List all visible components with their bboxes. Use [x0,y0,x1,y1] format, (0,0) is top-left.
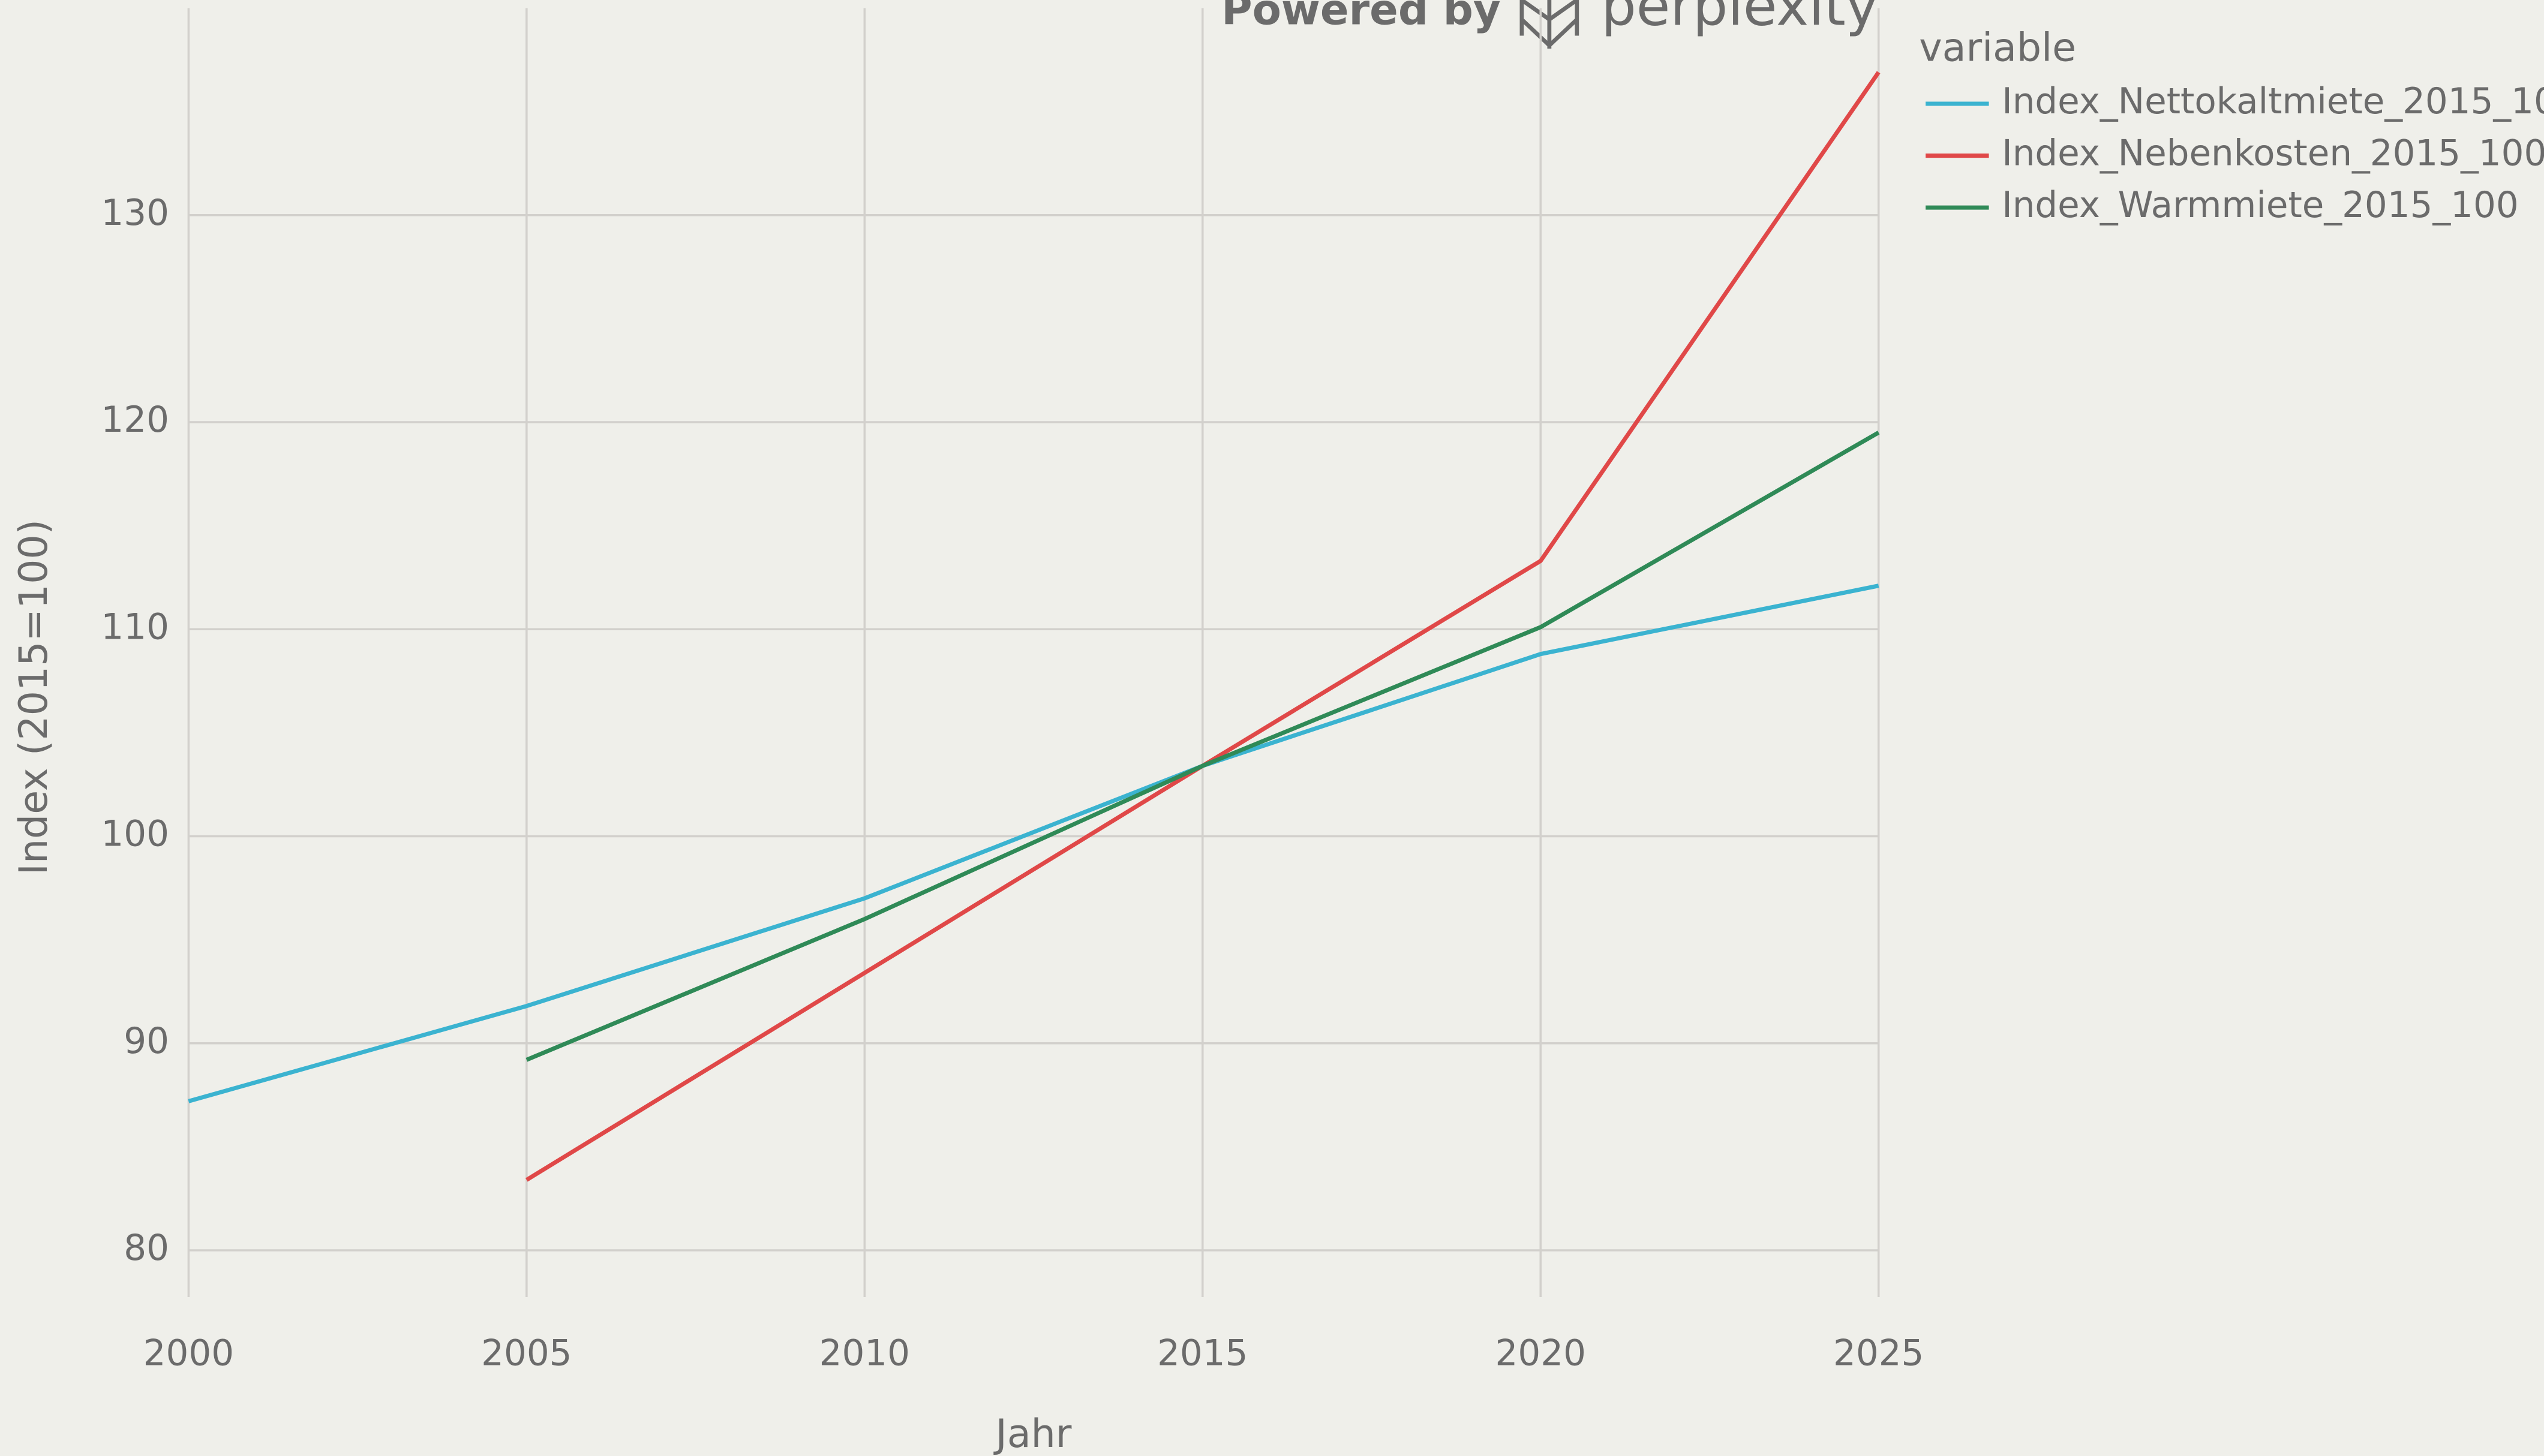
series-line [525,431,1880,1062]
x-tick-label: 2010 [819,1332,910,1374]
y-tick-label: 110 [101,606,169,648]
x-tick-label: 2005 [481,1332,572,1374]
legend-label: Index_Nettokaltmiete_2015_100 [2002,81,2544,122]
watermark-logo [1519,0,1579,49]
x-axis-title: Jahr [993,1412,1072,1456]
x-tick-label: 2000 [143,1332,234,1374]
y-tick-label: 130 [101,192,169,234]
series-line [188,583,1879,1103]
y-tick-label: 120 [101,399,169,441]
y-tick-label: 80 [124,1228,169,1269]
watermark-brand: perplexity [1601,0,1878,38]
y-tick-label: 100 [101,814,169,855]
x-tick-label: 2020 [1495,1332,1586,1374]
x-tick-label: 2025 [1833,1332,1924,1374]
legend-title: variable [1919,25,2076,70]
legend-label: Index_Warmmiete_2015_100 [2002,185,2518,226]
y-axis-title: Index (2015=100) [11,519,56,875]
watermark-label: Powered by [1221,0,1501,35]
y-tick-label: 90 [124,1021,169,1062]
legend-label: Index_Nebenkosten_2015_100 [2002,133,2544,175]
x-tick-label: 2015 [1157,1332,1248,1374]
